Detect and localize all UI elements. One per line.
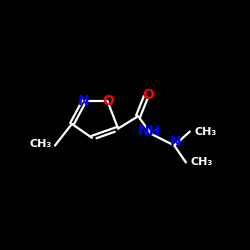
Text: CH₃: CH₃ xyxy=(194,127,216,137)
Text: CH₃: CH₃ xyxy=(30,139,52,149)
Text: O: O xyxy=(102,94,114,108)
Text: NH: NH xyxy=(137,124,160,138)
Text: N: N xyxy=(78,94,89,108)
Text: O: O xyxy=(142,88,154,102)
Text: CH₃: CH₃ xyxy=(190,158,213,168)
Text: N: N xyxy=(169,136,181,149)
